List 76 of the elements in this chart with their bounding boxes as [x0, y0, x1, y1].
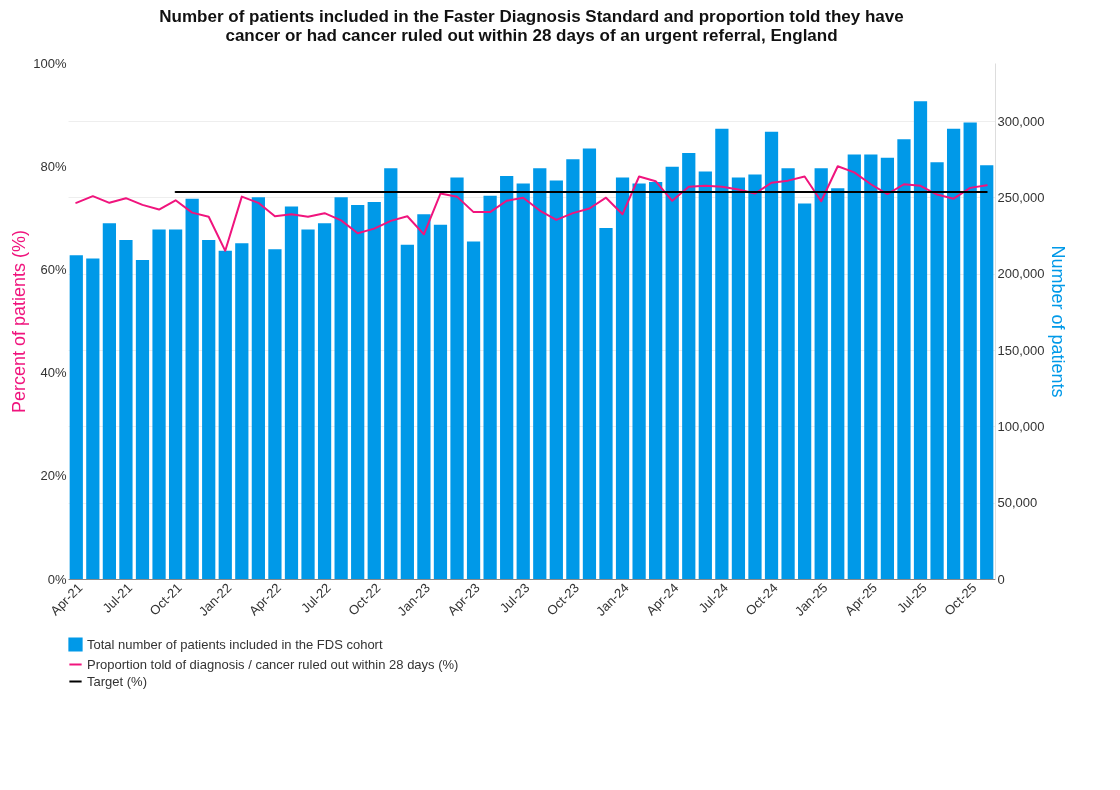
bar	[351, 204, 365, 579]
bar	[284, 206, 299, 579]
y-tick-label: 60%	[40, 261, 67, 277]
chart-title: Number of patients included in the Faster Diagnosis Standard and proportion told they have cancer or had cancer ruled out within 28 days of an urgent referral, England	[159, 7, 904, 45]
bar	[748, 174, 762, 579]
bar	[698, 171, 712, 579]
bar	[649, 182, 663, 579]
bar	[251, 197, 265, 579]
bar	[549, 180, 563, 579]
bar	[334, 197, 348, 579]
bar	[731, 177, 746, 579]
bar	[946, 128, 961, 579]
y2-tick-label: 200,000	[997, 266, 1045, 282]
bar	[781, 168, 795, 579]
bar	[433, 224, 448, 579]
bar	[516, 183, 530, 579]
y-axis-title: Percent of patients (%)	[9, 229, 30, 414]
bar	[235, 243, 249, 579]
bar	[384, 168, 398, 579]
bar	[268, 249, 282, 579]
bar	[798, 203, 812, 579]
bar	[897, 139, 911, 579]
bar	[367, 201, 381, 579]
bar	[119, 240, 133, 579]
bar	[202, 240, 216, 579]
y-tick-label: 80%	[40, 158, 67, 174]
bar	[930, 162, 944, 579]
bar	[847, 154, 861, 579]
bar	[135, 259, 150, 579]
bar	[500, 175, 514, 579]
bar	[317, 223, 332, 579]
bar	[682, 153, 696, 579]
bar	[582, 148, 597, 579]
bar	[963, 122, 977, 579]
bar	[417, 214, 431, 579]
bar	[880, 157, 895, 579]
bar	[764, 131, 779, 579]
y2-tick-label: 100,000	[997, 418, 1045, 434]
bar	[599, 227, 613, 579]
y2-tick-label: 50,000	[997, 495, 1038, 511]
legend-label: Total number of patients included in the FDS cohort	[87, 636, 383, 652]
bar	[218, 250, 232, 579]
bar	[665, 166, 679, 579]
bar	[400, 244, 414, 579]
bar	[301, 229, 315, 579]
legend-label: Proportion told of diagnosis / cancer ruled out within 28 days (%)	[87, 656, 459, 672]
bar	[533, 168, 547, 579]
y2-tick-label: 150,000	[997, 342, 1045, 358]
bar	[566, 159, 580, 579]
bar	[615, 177, 630, 579]
bar	[168, 229, 183, 579]
y2-tick-label: 0	[997, 571, 1005, 587]
bar	[450, 177, 464, 579]
y-tick-label: 100%	[33, 55, 67, 71]
bar	[864, 154, 878, 579]
bar	[715, 128, 729, 579]
bar	[831, 188, 845, 579]
bar	[980, 165, 994, 579]
bar	[814, 168, 828, 579]
y-tick-label: 0%	[47, 571, 67, 587]
bar	[632, 183, 646, 579]
bar	[466, 241, 481, 579]
bar	[483, 195, 497, 579]
y-tick-label: 40%	[40, 365, 67, 381]
bar	[913, 101, 928, 579]
bar	[102, 223, 117, 579]
legend-label: Target (%)	[87, 673, 147, 689]
y2-axis-title: Number of patients	[1048, 245, 1069, 398]
y-tick-label: 20%	[40, 468, 67, 484]
bar	[69, 255, 83, 579]
line-series	[75, 165, 988, 252]
y2-tick-label: 300,000	[997, 113, 1045, 129]
bar	[185, 198, 199, 579]
bar	[86, 258, 100, 579]
bar	[152, 229, 166, 579]
y2-tick-label: 250,000	[997, 189, 1045, 205]
